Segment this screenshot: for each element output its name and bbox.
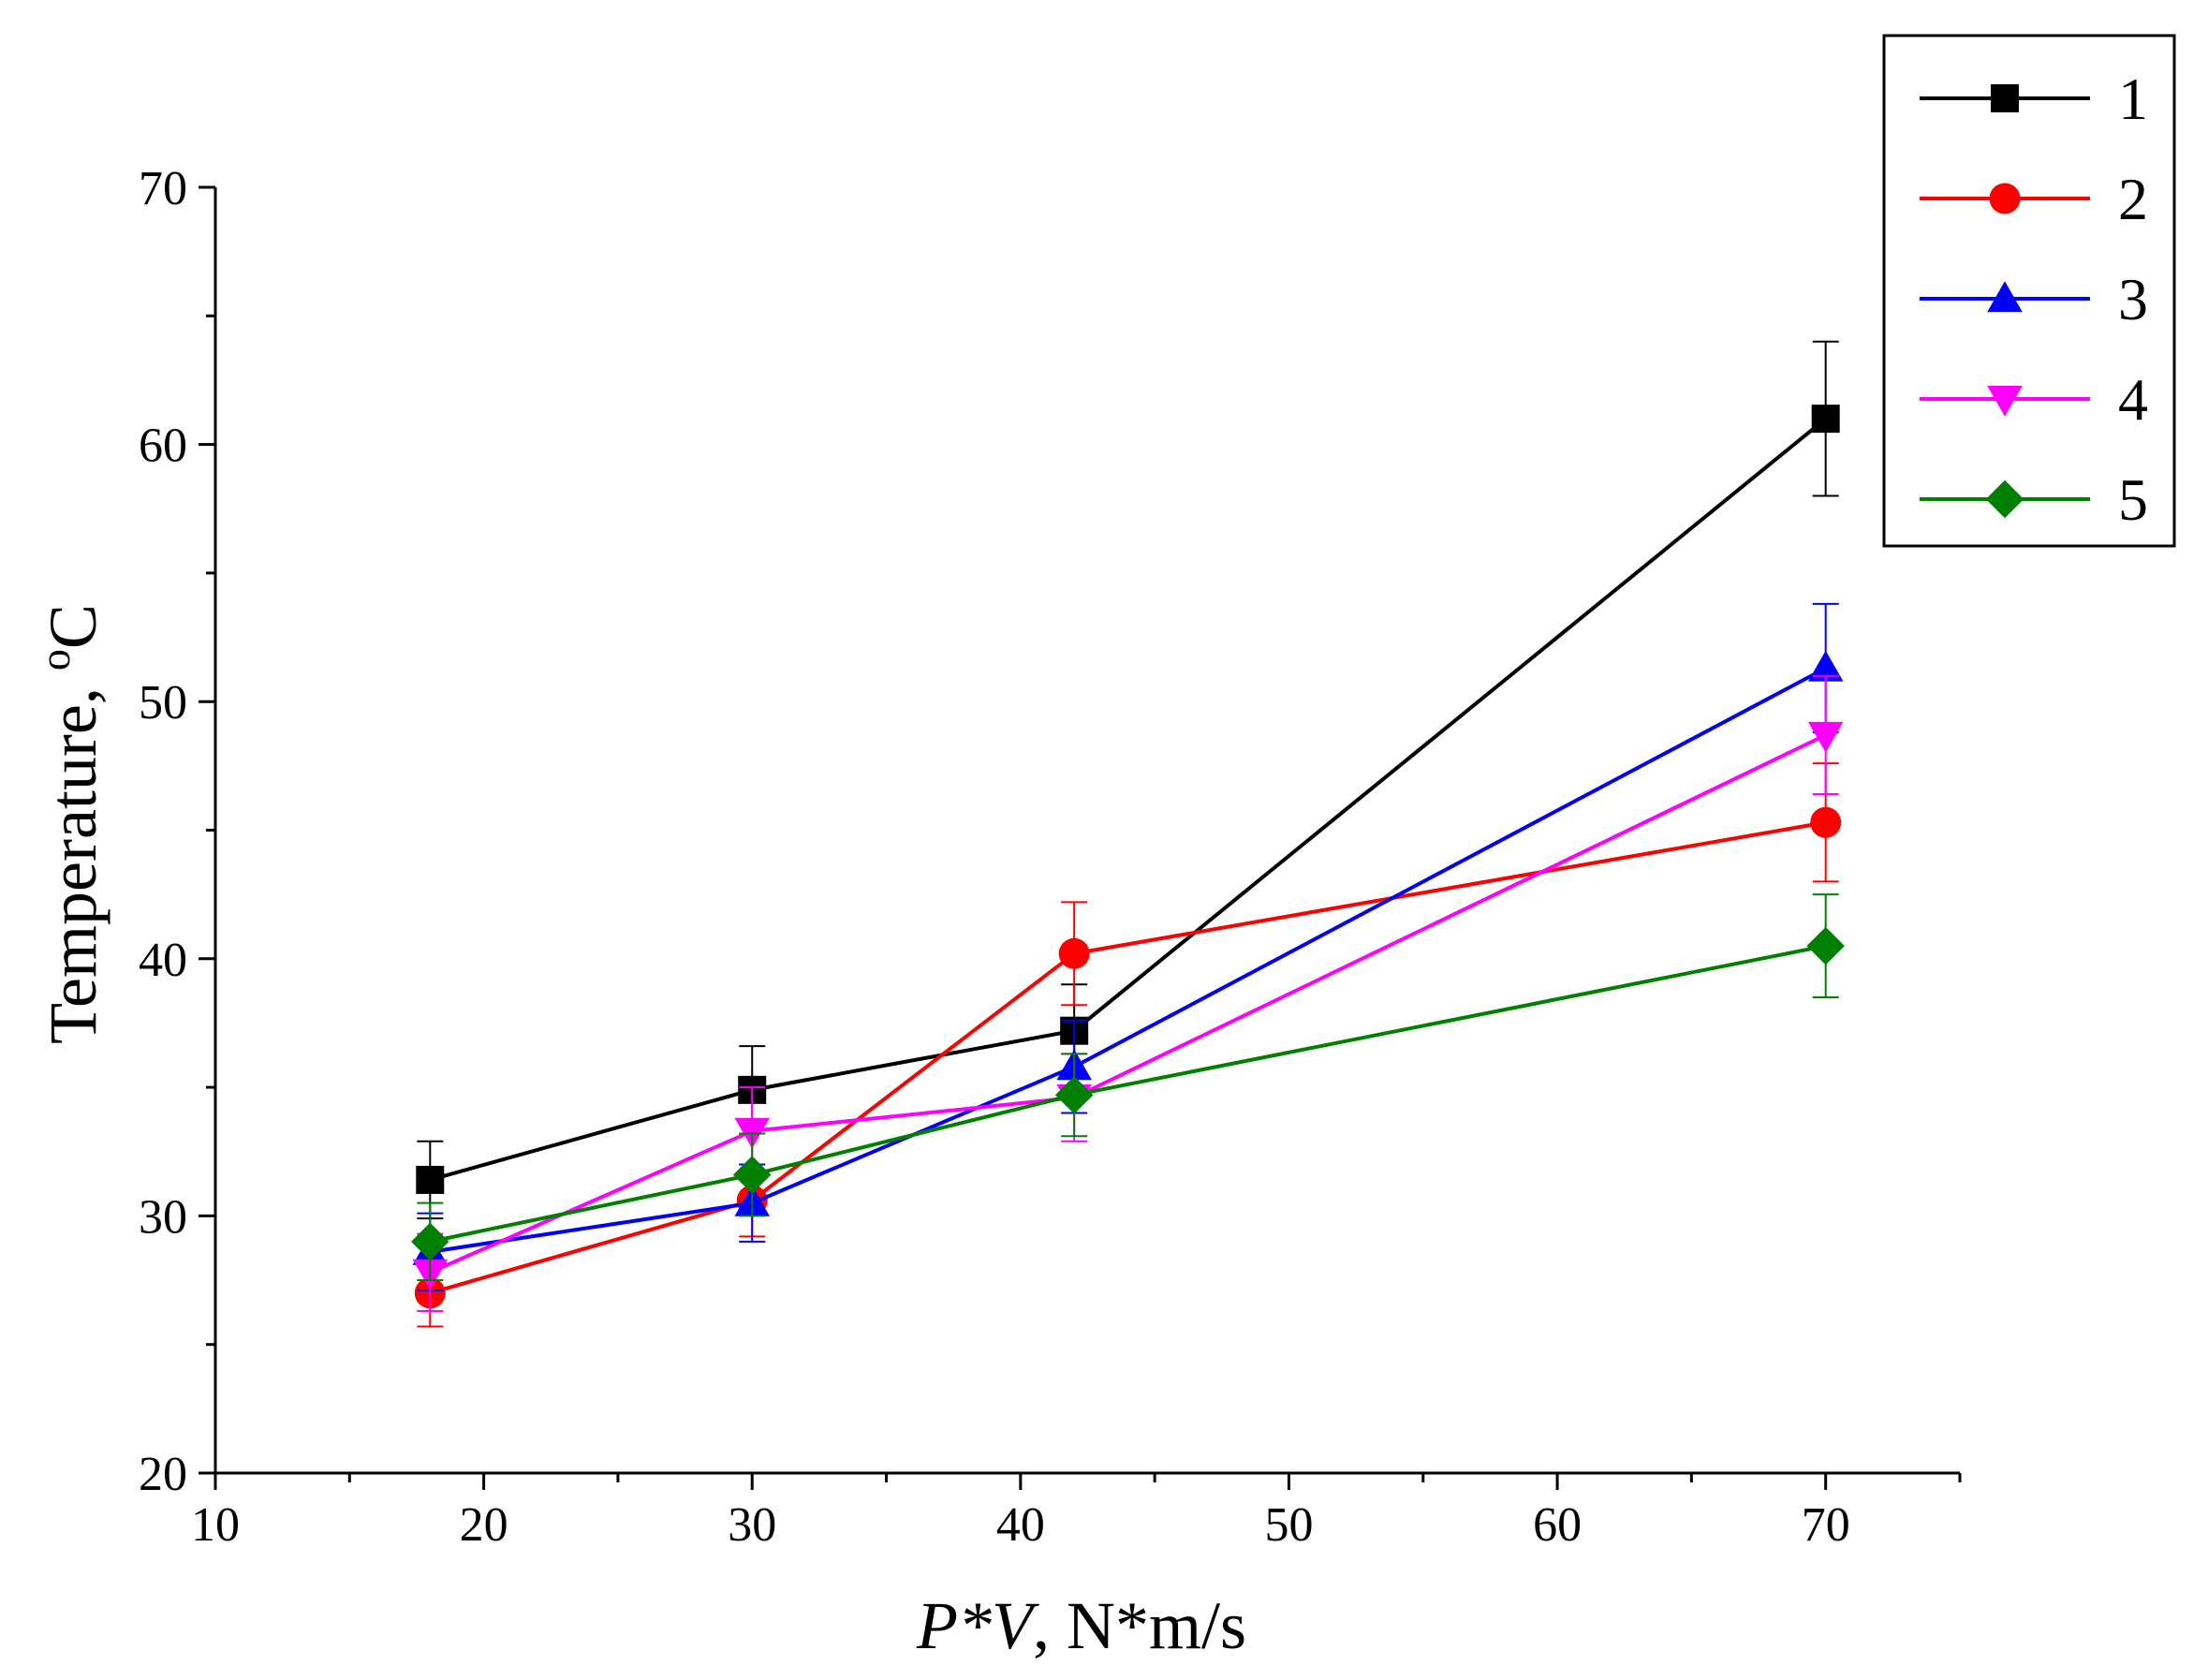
legend-item-1: 1 [1920,66,2148,132]
data-point [1807,721,1844,753]
y-tick-label: 60 [139,420,187,473]
x-tick-label: 20 [460,1498,508,1552]
legend-item-4: 4 [1920,366,2148,433]
x-tick-label: 70 [1802,1498,1850,1552]
legend-marker [1987,281,2023,313]
series-line-2 [429,820,1827,1295]
x-axis-title: P*V, N*m/s [916,1588,1246,1663]
legend: 1 2 3 4 5 [1882,34,2176,548]
legend-label: 3 [2118,266,2148,332]
x-axis-title-italic: P*V [916,1588,1039,1663]
y-tick-label: 30 [139,1190,187,1244]
x-axis-title-unit: , N*m/s [1033,1588,1246,1663]
data-point [1807,650,1844,682]
data-point [416,1165,445,1194]
y-tick-label: 20 [139,1448,187,1501]
legend-label: 1 [2118,66,2148,132]
y-axis-title-unit: C [36,604,110,649]
data-point [1811,405,1840,434]
data-point [1054,1076,1094,1114]
x-tick-label: 40 [996,1498,1045,1552]
data-point [1810,806,1842,838]
y-axis-title: Temperature, oC [31,604,110,1044]
legend-label: 4 [2118,366,2148,433]
y-tick-label: 70 [139,162,187,215]
x-tick-label: 60 [1533,1498,1582,1552]
legend-items: 1 2 3 4 5 [1920,66,2148,533]
series-5 [411,893,1845,1282]
legend-marker [1991,84,2019,112]
series-line-4 [429,733,1827,1275]
y-tick-label: 50 [139,676,187,729]
y-axis-title-degree: o [31,649,79,671]
data-point [411,1222,449,1261]
legend-marker [1987,385,2023,417]
legend-item-5: 5 [1920,466,2148,533]
x-tick-label: 30 [728,1498,776,1552]
series-2 [414,762,1842,1328]
series-layer [411,340,1845,1328]
legend-marker [1989,183,2021,214]
legend-item-2: 2 [1920,166,2148,232]
series-line-3 [429,666,1827,1254]
series-1 [416,340,1840,1220]
x-tick-label: 50 [1264,1498,1313,1552]
legend-marker [1985,479,2024,519]
data-point [1806,926,1845,965]
data-point [1058,937,1090,969]
data-point [732,1156,772,1194]
x-tick-label: 10 [191,1498,240,1552]
series-line-5 [429,944,1827,1244]
y-axis-title-main: Temperature, [36,671,110,1044]
legend-label: 2 [2118,166,2148,232]
legend-item-3: 3 [1920,266,2148,332]
y-tick-label: 40 [139,934,187,987]
legend-label: 5 [2118,466,2148,533]
series-line-1 [429,417,1827,1182]
legend-box [1882,34,2176,548]
